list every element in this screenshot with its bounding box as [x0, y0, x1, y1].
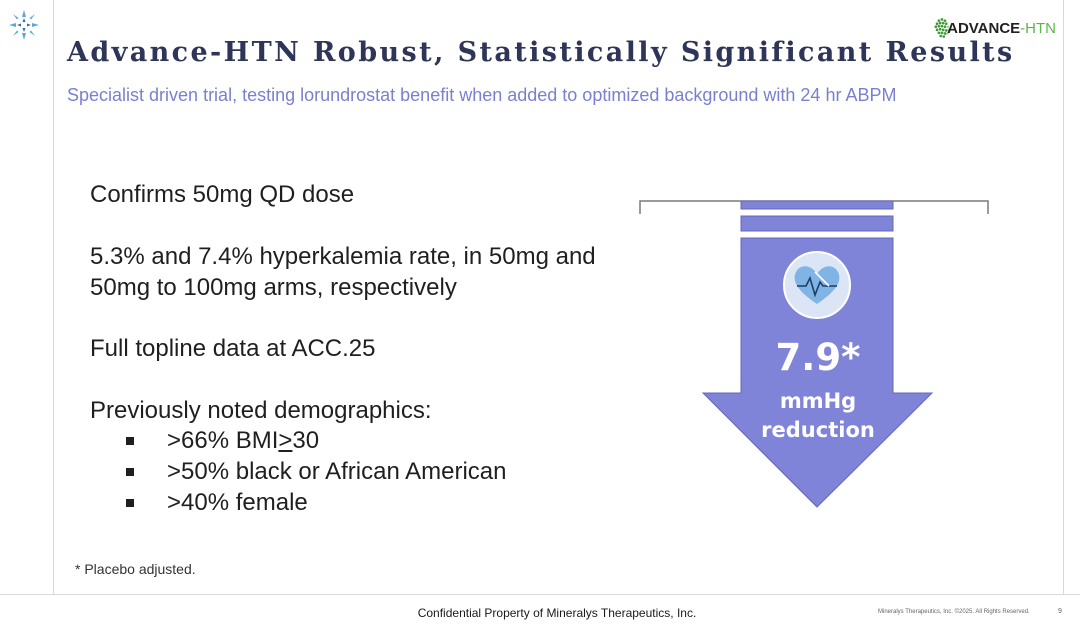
- statement-dose: Confirms 50mg QD dose: [90, 181, 355, 208]
- statement-hyperkalemia-line2: 50mg to 100mg arms, respectively: [90, 274, 457, 301]
- arrow-segment-middle: [740, 215, 894, 232]
- demographics-list: >66% BMI > 30 >50% black or African Amer…: [126, 425, 507, 518]
- list-item: >40% female: [126, 487, 507, 518]
- arrow-segment-top: [740, 200, 894, 210]
- page-title: Advance-HTN Robust, Statistically Signif…: [67, 37, 1015, 68]
- right-divider: [1063, 0, 1064, 594]
- down-arrow: [701, 237, 934, 508]
- list-item: >66% BMI > 30: [126, 425, 507, 456]
- page-subtitle: Specialist driven trial, testing lorundr…: [67, 85, 897, 105]
- footer-divider: [0, 594, 1080, 595]
- reduction-unit: mmHg reduction: [761, 389, 875, 442]
- advance-htn-logo: ADVANCE-HTN: [934, 11, 1056, 45]
- footnote: * Placebo adjusted.: [75, 561, 196, 577]
- statement-demographics: Previously noted demographics:: [90, 397, 432, 424]
- hexagon-cluster-icon: [934, 18, 950, 38]
- bullet-icon: [126, 436, 134, 445]
- reduction-value: 7.9*: [775, 336, 861, 379]
- statement-hyperkalemia-line1: 5.3% and 7.4% hyperkalemia rate, in 50mg…: [90, 243, 596, 270]
- company-logo-icon: [9, 10, 39, 40]
- page-number: 9: [1058, 608, 1062, 615]
- confidential-notice: Confidential Property of Mineralys Thera…: [417, 606, 697, 620]
- bullet-icon: [126, 467, 134, 476]
- bullet-icon: [126, 498, 134, 507]
- heart-monitor-icon: [783, 251, 851, 319]
- copyright-notice: Mineralys Therapeutics, Inc. ©2025. All …: [878, 609, 1030, 615]
- statement-topline: Full topline data at ACC.25: [90, 335, 376, 362]
- brand-name: ADVANCE-HTN: [947, 19, 1056, 37]
- left-divider: [53, 0, 54, 594]
- list-item: >50% black or African American: [126, 456, 507, 487]
